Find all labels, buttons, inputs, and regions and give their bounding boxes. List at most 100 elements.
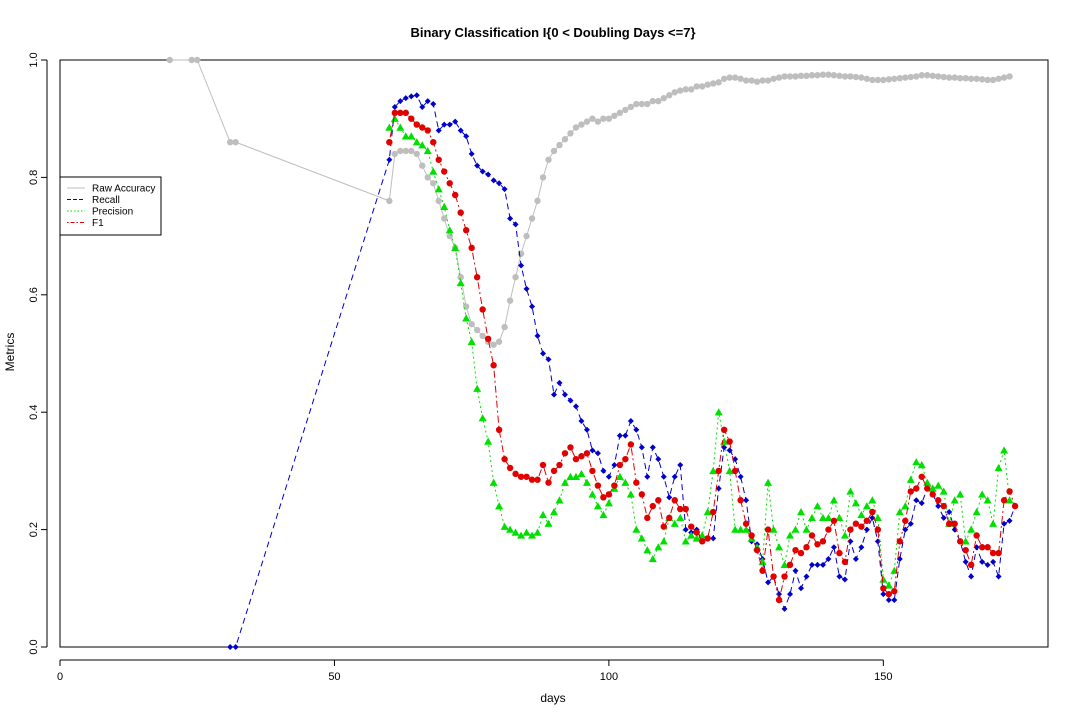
data-point-precision xyxy=(456,279,465,287)
data-point-raw-accuracy xyxy=(748,77,755,84)
data-point-raw-accuracy xyxy=(419,162,426,169)
data-point-f1 xyxy=(589,467,596,475)
data-point-f1 xyxy=(490,362,497,369)
data-point-raw-accuracy xyxy=(512,273,519,281)
data-point-recall xyxy=(671,473,678,480)
series-line-f1 xyxy=(388,112,1016,601)
data-point-f1 xyxy=(693,529,700,536)
data-point-precision xyxy=(769,525,778,533)
data-point-precision xyxy=(495,502,504,510)
data-point-f1 xyxy=(984,544,991,551)
series-line-raw-accuracy xyxy=(169,59,1010,346)
data-point-recall xyxy=(984,561,991,568)
data-point-recall xyxy=(660,473,667,480)
legend-label-raw-accuracy: Raw Accuracy xyxy=(92,184,155,195)
data-point-raw-accuracy xyxy=(880,76,887,84)
data-point-precision xyxy=(418,141,427,149)
data-point-recall xyxy=(616,432,623,439)
data-point-precision xyxy=(928,484,937,492)
series-recall xyxy=(227,92,1019,650)
data-point-f1 xyxy=(446,180,453,187)
data-point-f1 xyxy=(495,426,503,434)
data-point-f1 xyxy=(397,109,404,117)
data-point-f1 xyxy=(935,497,942,504)
data-point-recall xyxy=(551,391,557,398)
data-point-f1 xyxy=(1000,497,1008,504)
data-point-f1 xyxy=(528,476,536,483)
data-point-precision xyxy=(934,481,943,489)
data-point-raw-accuracy xyxy=(627,103,635,111)
x-tick-label: 150 xyxy=(874,671,892,683)
x-axis: 0 50 100 150 xyxy=(57,659,893,683)
data-point-raw-accuracy xyxy=(814,72,821,79)
data-point-recall xyxy=(441,121,448,128)
data-point-f1 xyxy=(616,461,624,469)
data-point-f1 xyxy=(995,549,1002,557)
data-point-precision xyxy=(440,202,449,210)
data-point-precision xyxy=(764,478,773,486)
y-tick-label: 0.0 xyxy=(28,639,40,654)
data-point-recall xyxy=(589,447,596,454)
data-point-precision xyxy=(824,513,833,522)
data-point-recall xyxy=(858,544,865,551)
data-point-f1 xyxy=(759,567,766,574)
data-point-raw-accuracy xyxy=(753,78,761,85)
data-point-raw-accuracy xyxy=(775,74,783,81)
data-point-f1 xyxy=(720,426,728,434)
data-point-raw-accuracy xyxy=(473,326,481,334)
data-point-recall xyxy=(666,494,673,501)
data-point-precision xyxy=(978,490,987,498)
data-point-recall xyxy=(803,573,810,580)
data-point-recall xyxy=(721,444,728,451)
data-point-recall xyxy=(940,514,947,521)
data-point-precision xyxy=(462,314,471,322)
data-point-precision xyxy=(807,513,816,522)
data-point-recall xyxy=(913,497,920,504)
data-point-recall xyxy=(512,221,519,228)
data-point-f1 xyxy=(682,505,689,513)
data-point-raw-accuracy xyxy=(194,56,201,64)
data-point-f1 xyxy=(512,470,519,478)
data-point-precision xyxy=(983,496,992,504)
data-point-f1 xyxy=(534,476,541,483)
data-point-raw-accuracy xyxy=(457,273,464,281)
series-precision xyxy=(385,114,1014,589)
data-point-raw-accuracy xyxy=(924,72,931,79)
data-point-precision xyxy=(950,496,959,504)
data-point-precision xyxy=(654,543,663,551)
data-point-raw-accuracy xyxy=(666,92,673,99)
data-point-recall xyxy=(627,418,634,425)
data-point-raw-accuracy xyxy=(567,130,574,137)
data-point-recall xyxy=(594,450,601,457)
data-point-f1 xyxy=(814,541,821,548)
data-point-recall xyxy=(572,403,579,410)
y-axis: 0.0 0.2 0.4 0.6 0.8 1.0 xyxy=(28,52,48,655)
data-point-raw-accuracy xyxy=(688,86,695,93)
data-point-f1 xyxy=(611,482,618,489)
data-point-raw-accuracy xyxy=(397,147,404,155)
data-point-precision xyxy=(511,528,520,536)
data-point-recall xyxy=(852,555,859,562)
data-point-precision xyxy=(994,463,1003,472)
data-point-f1 xyxy=(391,109,399,117)
data-point-raw-accuracy xyxy=(891,75,898,82)
data-point-f1 xyxy=(506,464,514,472)
data-point-raw-accuracy xyxy=(699,83,706,90)
data-point-raw-accuracy xyxy=(605,115,613,122)
data-point-raw-accuracy xyxy=(726,74,733,81)
data-point-precision xyxy=(407,132,416,140)
data-point-precision xyxy=(670,519,679,527)
data-point-f1 xyxy=(386,138,393,146)
data-point-f1 xyxy=(726,438,733,445)
data-point-recall xyxy=(408,93,415,100)
data-point-precision xyxy=(698,531,707,539)
data-point-recall xyxy=(830,544,837,551)
data-point-recall xyxy=(424,98,431,105)
data-point-precision xyxy=(780,560,789,569)
data-point-precision xyxy=(626,490,635,498)
data-point-recall xyxy=(605,473,612,480)
data-point-f1 xyxy=(940,502,947,510)
data-point-precision xyxy=(582,478,591,486)
data-point-precision xyxy=(709,466,718,475)
data-point-precision xyxy=(412,138,421,146)
